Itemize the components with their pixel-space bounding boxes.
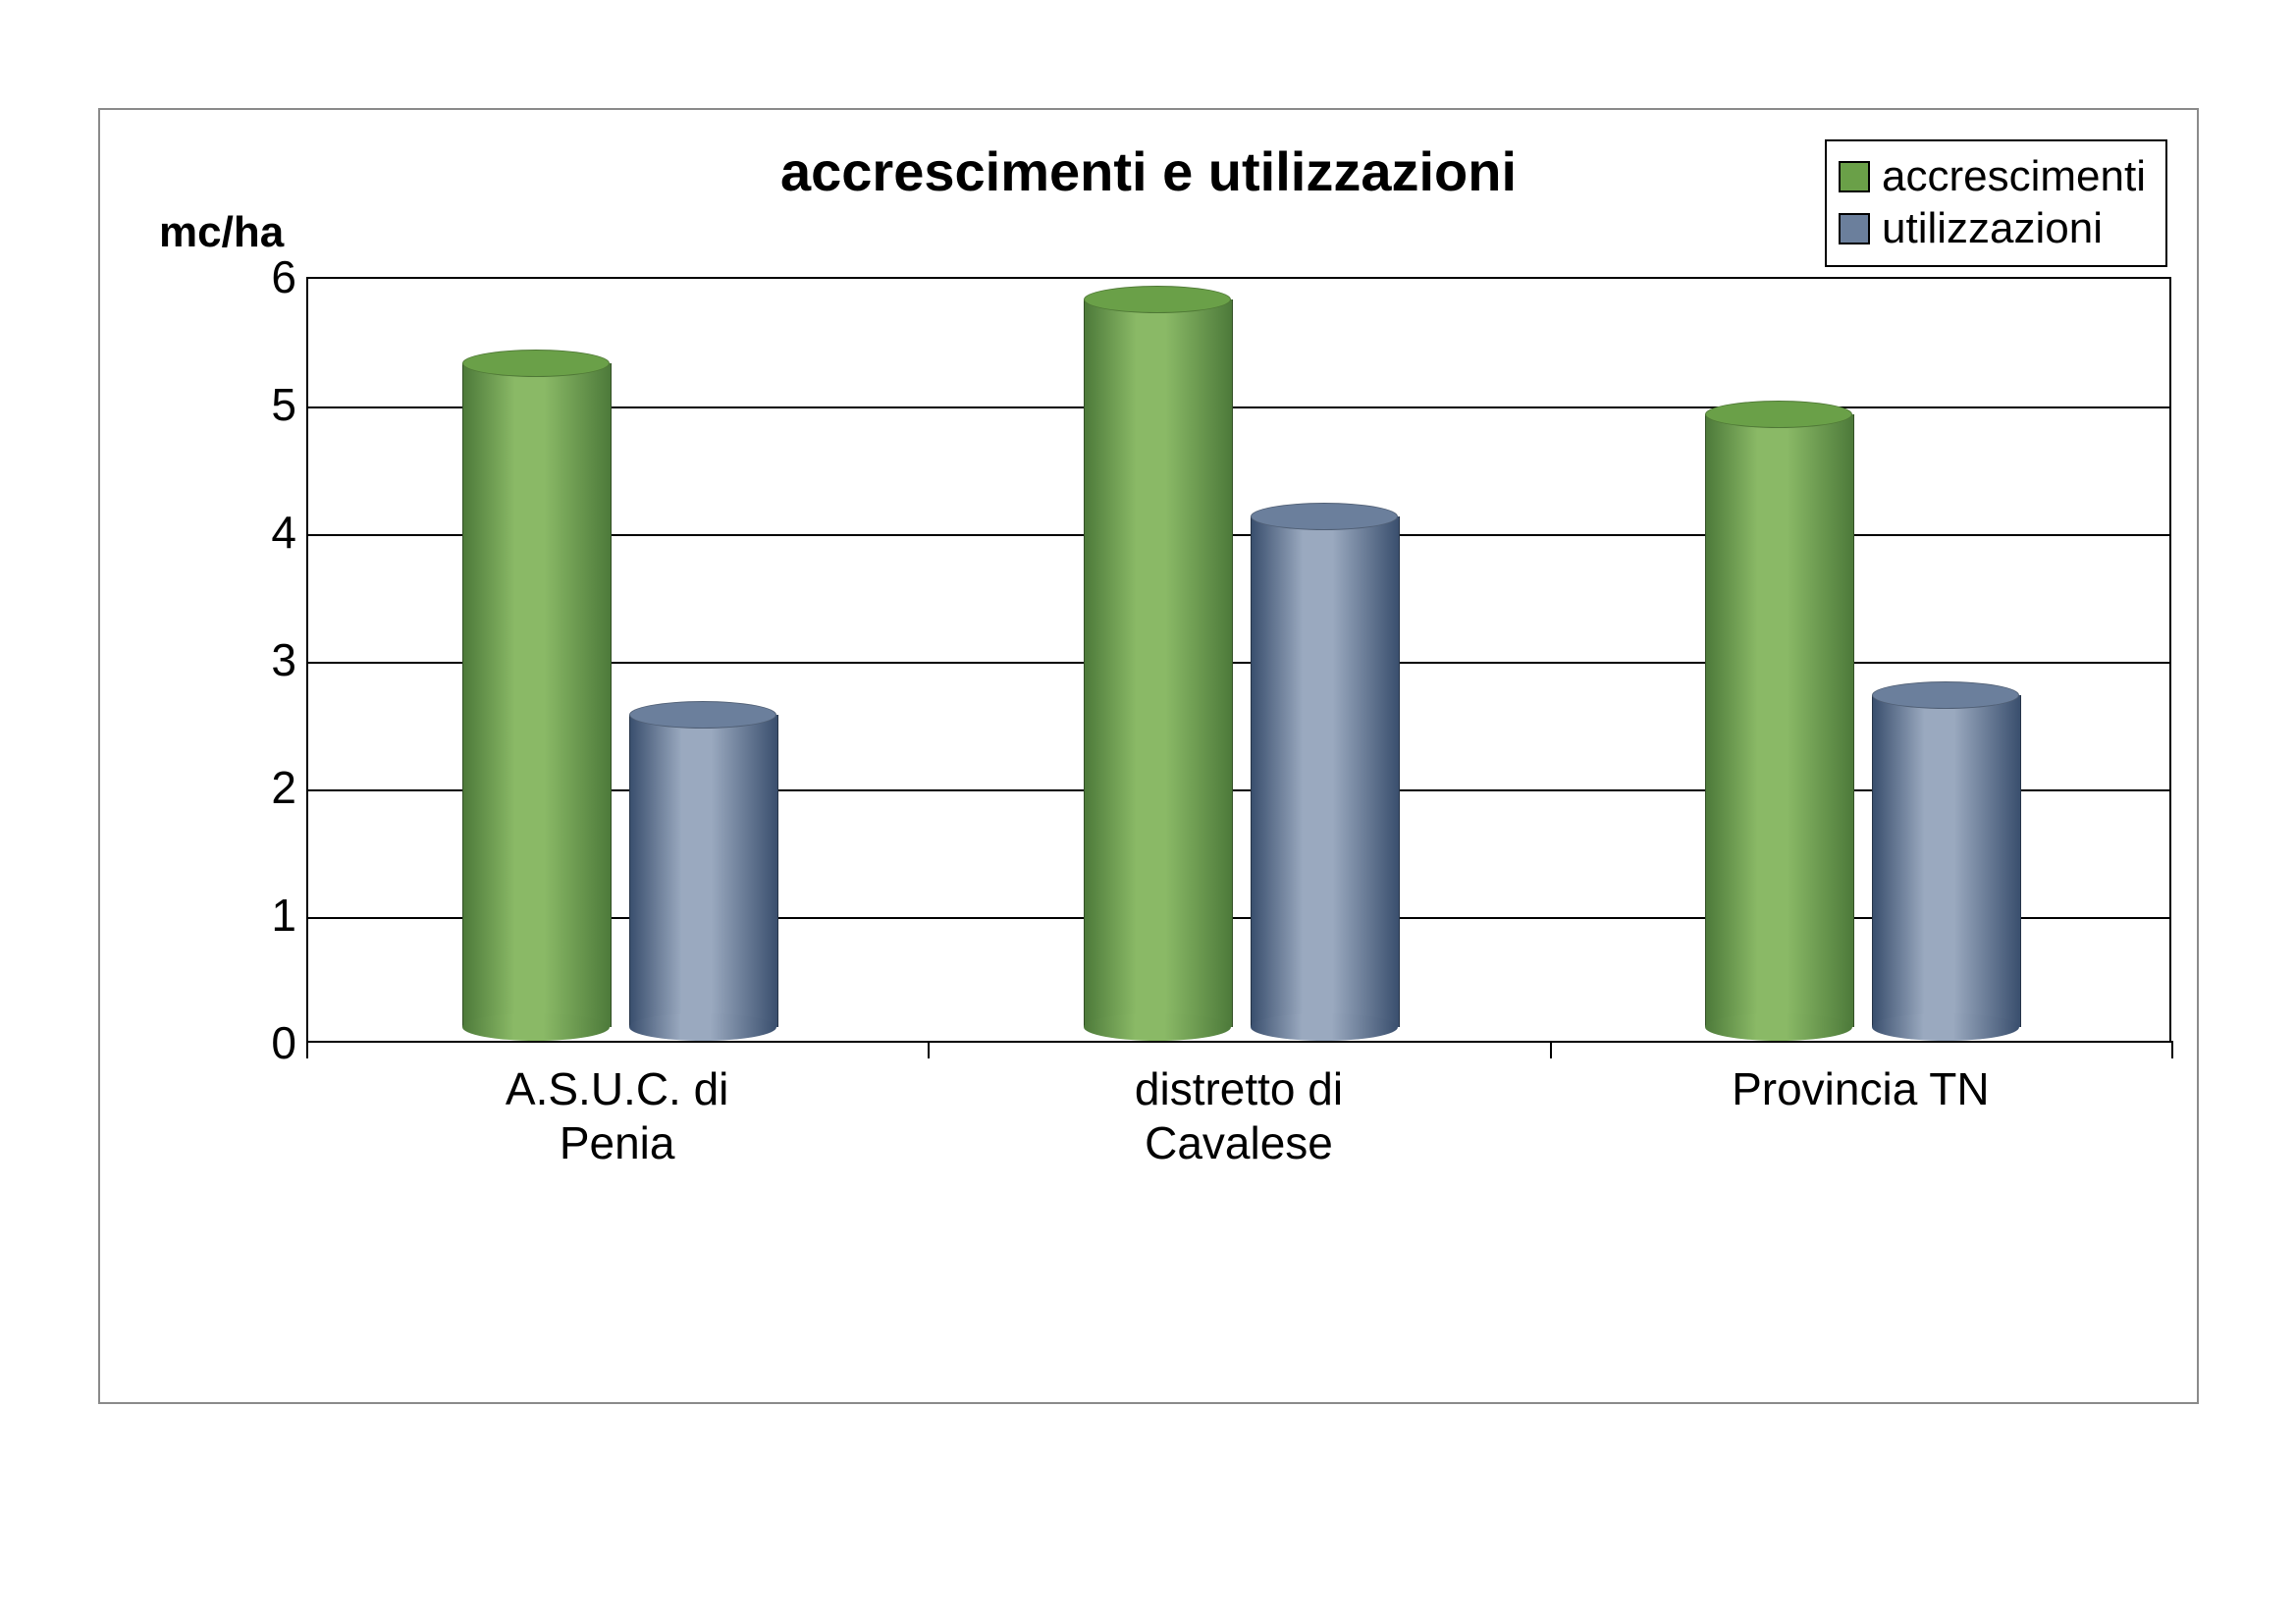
y-tick-label: 0 — [238, 1016, 296, 1069]
legend-swatch-accrescimenti — [1839, 161, 1870, 192]
x-category-label: Provincia TN — [1615, 1062, 2106, 1116]
x-tick-mark — [306, 1041, 308, 1058]
legend-swatch-utilizzazioni — [1839, 213, 1870, 244]
y-tick-label: 6 — [238, 250, 296, 303]
bar-accrescimenti — [1705, 414, 1852, 1041]
y-tick-label: 1 — [238, 889, 296, 942]
bar-accrescimenti — [462, 363, 610, 1041]
legend-label: utilizzazioni — [1882, 203, 2103, 255]
bar-utilizzazioni — [1251, 516, 1398, 1041]
bar-accrescimenti — [1084, 299, 1231, 1041]
x-tick-mark — [928, 1041, 930, 1058]
y-tick-label: 3 — [238, 633, 296, 686]
y-tick-label: 4 — [238, 506, 296, 559]
y-tick-label: 2 — [238, 761, 296, 814]
legend: accrescimenti utilizzazioni — [1825, 139, 2167, 267]
bar-utilizzazioni — [629, 715, 776, 1042]
plot-area — [306, 277, 2171, 1043]
x-tick-mark — [1550, 1041, 1552, 1058]
legend-item-accrescimenti: accrescimenti — [1839, 151, 2146, 203]
y-tick-label: 5 — [238, 378, 296, 431]
legend-label: accrescimenti — [1882, 151, 2146, 203]
chart-frame: accrescimenti e utilizzazioni mc/ha accr… — [98, 108, 2199, 1404]
legend-item-utilizzazioni: utilizzazioni — [1839, 203, 2146, 255]
x-tick-mark — [2171, 1041, 2173, 1058]
x-category-label: distretto diCavalese — [993, 1062, 1484, 1170]
bar-utilizzazioni — [1872, 695, 2019, 1041]
x-category-label: A.S.U.C. diPenia — [372, 1062, 863, 1170]
